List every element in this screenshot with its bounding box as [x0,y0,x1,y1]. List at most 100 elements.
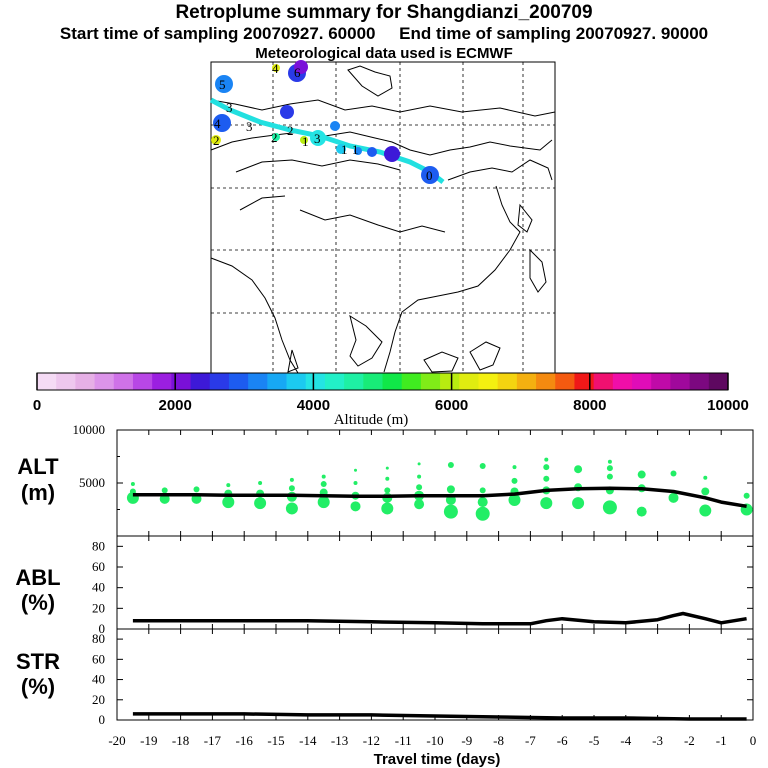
abl-label-top: ABL [15,565,60,590]
str-y-tick-label: 80 [92,631,105,646]
colorbar-cell [152,373,172,390]
sampling-times: Start time of sampling 20070927. 60000 E… [0,24,768,44]
colorbar-title: Altitude (m) [334,412,409,428]
alt-scatter-point [703,475,708,480]
alt-scatter-point [222,496,235,509]
alt-scatter-point [350,501,361,512]
x-tick-label: 0 [750,733,757,748]
x-tick-label: -15 [267,733,284,748]
alt-scatter-point [606,465,613,472]
abl-panel: 0 20 40 60 80 [92,536,754,636]
svg-text:3: 3 [246,119,253,134]
abl-y-tick-label: 0 [99,621,106,636]
alt-panel-frame [116,429,754,537]
colorbar-cell [113,373,134,390]
alt-scatter-point [699,504,712,517]
panel-labels: ALT (m) ABL (%) STR (%) [15,454,60,699]
colorbar-cell [651,373,671,390]
alt-y-tick-label: 10000 [73,422,106,437]
svg-text:2: 2 [287,123,294,138]
colorbar-cell [670,373,691,390]
x-tick-label: -2 [684,733,695,748]
colorbar-cell [478,373,499,390]
x-tick-label: -3 [652,733,663,748]
alt-scatter-point [572,497,585,510]
svg-text:3: 3 [226,100,233,115]
start-time-label: Start time of sampling 20070927. 60000 [59,24,376,43]
plume-track [209,97,445,184]
svg-text:1: 1 [352,142,359,157]
svg-text:2: 2 [271,130,278,145]
alt-y-tick-label: 5000 [79,475,105,490]
colorbar-cell [209,373,230,390]
abl-y-tick-label: 60 [92,559,105,574]
str-y-tick-label: 0 [99,712,106,727]
x-tick-label: -12 [363,733,380,748]
alt-scatter-point [385,476,390,481]
alt-scatter-point [384,487,391,494]
alt-scatter-point [285,502,298,515]
alt-scatter-point [417,462,421,466]
alt-series-line [132,486,747,509]
colorbar-cell [382,373,403,390]
colorbar-cell [37,373,57,390]
alt-scatter-point [606,473,613,480]
x-tick-label: -18 [172,733,189,748]
str-series-line [132,712,747,721]
met-data-label: Meteorological data used is ECMWF [255,45,513,62]
alt-scatter-point [445,494,456,505]
svg-text:4: 4 [272,61,279,76]
alt-scatter-point [254,497,267,510]
str-y-tick-label: 60 [92,651,105,666]
x-tick-label: -7 [525,733,536,748]
alt-scatter-point [508,493,521,506]
svg-text:1: 1 [302,134,309,149]
colorbar-cell [516,373,537,390]
alt-scatter-point [670,470,677,477]
colorbar-cell [689,373,710,390]
alt-scatter-point [288,485,295,492]
alt-scatter-point [354,468,357,472]
alt-scatter-point [416,484,423,491]
x-tick-label: -19 [140,733,157,748]
x-axis-title: Travel time (days) [374,751,501,768]
svg-text:3: 3 [314,131,321,146]
svg-text:6: 6 [294,65,301,80]
alt-scatter-point [602,500,617,515]
colorbar-cell [228,373,249,390]
str-y-tick-label: 40 [92,672,105,687]
alt-scatter-point [446,485,455,494]
x-tick-label: -5 [589,733,600,748]
colorbar-cell [440,373,460,390]
x-tick-label: -13 [331,733,348,748]
alt-scatter-point [479,463,486,470]
alt-scatter-point [417,474,422,479]
alt-scatter-point [443,504,458,519]
str-panel-frame [116,628,754,721]
colorbar-cell [401,373,422,390]
colorbar-cell [75,373,95,390]
coastlines-borders [210,65,556,374]
colorbar-cell [536,373,556,390]
alt-scatter-point [193,486,200,493]
colorbar-tick-label: 2000 [159,397,192,414]
svg-text:5: 5 [219,77,226,92]
alt-scatter-point [668,492,679,503]
svg-text:2: 2 [213,133,220,148]
colorbar-tick-label: 4000 [297,397,330,414]
x-tick-label: -14 [299,733,317,748]
colorbar-tick-label: 6000 [435,397,468,414]
colorbar-tick-label: 10000 [707,397,749,414]
alt-scatter-point [743,492,750,499]
alt-label-top: ALT [17,454,59,479]
alt-scatter-point [543,464,550,471]
alt-scatter-point [317,496,330,509]
x-tick-label: -20 [108,733,125,748]
colorbar-cell [171,373,191,390]
plume-number-labels: 0 1 1 2 2 2 3 3 3 4 4 5 6 1 [213,61,433,183]
alt-scatter-point [512,465,517,470]
x-tick-label: -1 [716,733,727,748]
alt-scatter-point [289,477,294,482]
abl-y-tick-label: 20 [92,600,105,615]
